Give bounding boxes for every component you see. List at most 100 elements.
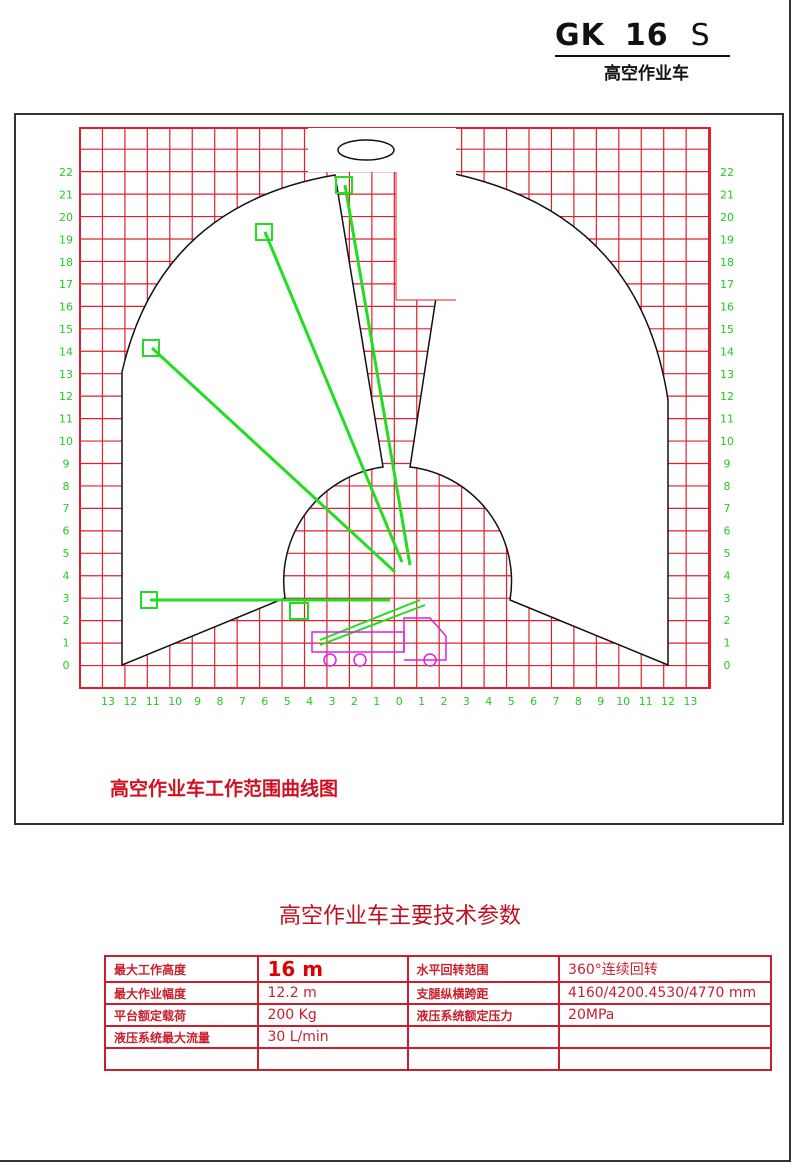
top-clear-area-2 (396, 128, 456, 300)
y-tick-label: 1 (724, 637, 731, 650)
y-tick-label: 11 (720, 413, 734, 426)
spec-value2: 20MPa (558, 1003, 772, 1027)
boom-arm (343, 184, 412, 566)
y-tick-label: 20 (59, 211, 73, 224)
x-tick-label: 6 (261, 695, 268, 708)
spec-label2 (406, 1025, 561, 1049)
y-tick-label: 22 (59, 166, 73, 179)
y-tick-label: 18 (720, 256, 734, 269)
y-tick-label: 17 (720, 278, 734, 291)
x-tick-label: 13 (101, 695, 115, 708)
x-tick-label: 12 (123, 695, 137, 708)
y-tick-label: 21 (59, 189, 73, 202)
spec-label1: 最大工作高度 (103, 955, 260, 983)
y-tick-label: 8 (724, 480, 731, 493)
y-tick-label: 6 (63, 525, 70, 538)
y-tick-label: 10 (59, 435, 73, 448)
x-tick-label: 5 (508, 695, 515, 708)
x-tick-label: 7 (553, 695, 560, 708)
spec-table-title: 高空作业车主要技术参数 (278, 904, 521, 929)
rotation-ellipse (337, 139, 395, 161)
x-tick-label: 11 (639, 695, 653, 708)
x-tick-label: 3 (329, 695, 336, 708)
truck-wheel (353, 653, 367, 667)
y-tick-label: 4 (63, 569, 70, 582)
spec-row: 平台额定载荷 200 Kg 液压系统额定压力 20MPa (103, 1003, 772, 1027)
spec-label2: 液压系统额定压力 (406, 1003, 561, 1027)
page-border-bottom (0, 1160, 791, 1162)
y-tick-label: 8 (63, 480, 70, 493)
x-tick-label: 4 (485, 695, 492, 708)
spec-label1: 最大作业幅度 (103, 981, 260, 1005)
work-platform (335, 176, 353, 194)
spec-value1 (257, 1047, 409, 1071)
y-tick-label: 13 (59, 368, 73, 381)
x-tick-label: 7 (239, 695, 246, 708)
y-tick-label: 13 (720, 368, 734, 381)
x-tick-label: 0 (396, 695, 403, 708)
y-tick-label: 1 (63, 637, 70, 650)
work-platform (140, 591, 158, 609)
envelope-right-region (409, 173, 669, 667)
diagram-frame (14, 113, 784, 825)
truck-cab (403, 617, 447, 661)
work-platform (142, 339, 160, 357)
y-tick-label: 15 (59, 323, 73, 336)
diagram-caption: 高空作业车工作范围曲线图 (110, 778, 339, 800)
model-subtitle: 高空作业车 (604, 64, 689, 84)
y-tick-label: 5 (724, 547, 731, 560)
truck (311, 617, 447, 667)
x-tick-label: 8 (575, 695, 582, 708)
spec-label2: 支腿纵横跨距 (406, 981, 561, 1005)
spec-label2: 水平回转范围 (406, 955, 561, 983)
x-tick-label: 8 (217, 695, 224, 708)
x-tick-label: 12 (661, 695, 675, 708)
x-tick-label: 5 (284, 695, 291, 708)
x-tick-label: 1 (418, 695, 425, 708)
spec-row: 最大作业幅度 12.2 m 支腿纵横跨距 4160/4200.4530/4770 mm (103, 981, 772, 1005)
model-number: 16 (624, 18, 669, 53)
y-tick-label: 7 (63, 502, 70, 515)
page-border-right (789, 0, 791, 1162)
y-tick-label: 14 (59, 345, 73, 358)
x-tick-label: 2 (351, 695, 358, 708)
spec-value1: 12.2 m (257, 981, 409, 1005)
x-tick-label: 6 (530, 695, 537, 708)
boom-positions (140, 176, 426, 646)
title-underline (555, 55, 730, 57)
spec-row (103, 1047, 772, 1071)
y-tick-label: 5 (63, 547, 70, 560)
spec-label1 (103, 1047, 260, 1071)
model-suffix: S (690, 18, 711, 53)
y-tick-label: 15 (720, 323, 734, 336)
y-tick-label: 7 (724, 502, 731, 515)
y-tick-label: 6 (724, 525, 731, 538)
x-tick-label: 1 (373, 695, 380, 708)
spec-value2 (558, 1047, 772, 1071)
spec-label2 (406, 1047, 561, 1071)
truck-wheel (323, 653, 337, 667)
boom-arm (150, 346, 397, 574)
y-tick-label: 21 (720, 189, 734, 202)
top-clear-area (308, 128, 396, 172)
boom-arm (263, 231, 404, 563)
y-tick-label: 12 (720, 390, 734, 403)
y-tick-label: 22 (720, 166, 734, 179)
y-tick-label: 16 (59, 301, 73, 314)
y-tick-label: 19 (720, 233, 734, 246)
x-tick-label: 11 (146, 695, 160, 708)
boom-arm (319, 599, 426, 646)
work-platform (289, 602, 309, 620)
x-tick-label: 4 (306, 695, 313, 708)
spec-value1: 200 Kg (257, 1003, 409, 1027)
spec-value2: 4160/4200.4530/4770 mm (558, 981, 772, 1005)
x-tick-label: 9 (597, 695, 604, 708)
model-name: GK 16 S (555, 18, 730, 53)
spec-value2: 360°连续回转 (558, 955, 772, 983)
envelope-left-region (121, 174, 384, 667)
y-tick-label: 3 (724, 592, 731, 605)
y-tick-label: 2 (724, 614, 731, 627)
y-tick-label: 3 (63, 592, 70, 605)
